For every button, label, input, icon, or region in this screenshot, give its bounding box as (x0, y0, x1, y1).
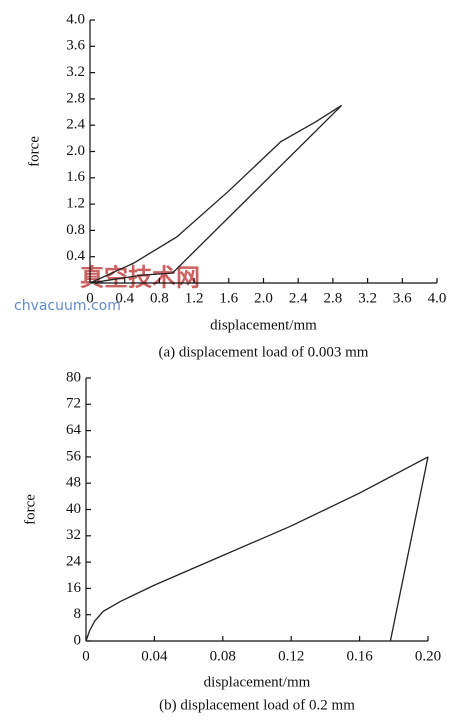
x-tick-label: 0.4 (115, 290, 134, 306)
y-tick-label: 1.2 (66, 196, 85, 212)
x-tick-label: 0.16 (346, 648, 373, 664)
watermark-title: 真空技术网 (80, 264, 200, 292)
line (85, 456, 429, 642)
y-tick-label: 3.6 (66, 38, 85, 54)
y-tick-label: 64 (66, 422, 82, 438)
line (389, 456, 429, 642)
y-tick-label: 4.0 (66, 11, 85, 27)
y-tick-label: 3.2 (66, 64, 85, 80)
y-tick-label: 8 (74, 606, 82, 622)
y-tick-label: 32 (66, 527, 81, 543)
x-axis-label: displacement/mm (204, 674, 311, 690)
x-axis-label: displacement/mm (210, 317, 317, 333)
line (89, 104, 342, 284)
y-tick-label: 40 (66, 501, 81, 517)
y-tick-label: 0.4 (66, 248, 85, 264)
x-tick-label: 0.08 (210, 648, 236, 664)
y-tick-label: 80 (66, 369, 81, 385)
x-tick-label: 4.0 (428, 290, 447, 306)
x-tick-label: 2.0 (254, 290, 273, 306)
x-tick-label: 2.8 (324, 290, 343, 306)
y-tick-label: 72 (66, 396, 81, 412)
y-tick-label: 56 (66, 448, 82, 464)
y-tick-label: 24 (66, 554, 82, 570)
y-tick-label: 2.8 (66, 90, 85, 106)
y-tick-label: 16 (66, 580, 82, 596)
y-tick-label: 2.4 (66, 117, 85, 133)
x-tick-label: 2.4 (289, 290, 308, 306)
y-tick-label: 0 (74, 632, 82, 648)
y-tick-label: 48 (66, 475, 81, 491)
x-tick-label: 0.04 (141, 648, 168, 664)
x-tick-label: 1.6 (219, 290, 238, 306)
y-tick-label: 0.8 (66, 222, 85, 238)
y-tick-label: 1.6 (66, 169, 85, 185)
watermark-url: chvacuum.com (14, 298, 121, 314)
caption: (a) displacement load of 0.003 mm (159, 344, 369, 360)
x-tick-label: 3.6 (393, 290, 412, 306)
x-tick-label: 0.8 (150, 290, 169, 306)
x-tick-label: 0 (82, 648, 90, 664)
x-tick-label: 0.12 (278, 648, 304, 664)
caption: (b) displacement load of 0.2 mm (159, 697, 355, 713)
x-tick-label: 3.2 (358, 290, 377, 306)
x-tick-label: 0.20 (415, 648, 441, 664)
line (89, 105, 343, 284)
y-axis-label: force (26, 136, 42, 167)
x-tick-label: 1.2 (185, 290, 204, 306)
x-tick-label: 0 (86, 290, 94, 306)
y-tick-label: 2.0 (66, 143, 85, 159)
y-axis-label: force (22, 494, 38, 525)
